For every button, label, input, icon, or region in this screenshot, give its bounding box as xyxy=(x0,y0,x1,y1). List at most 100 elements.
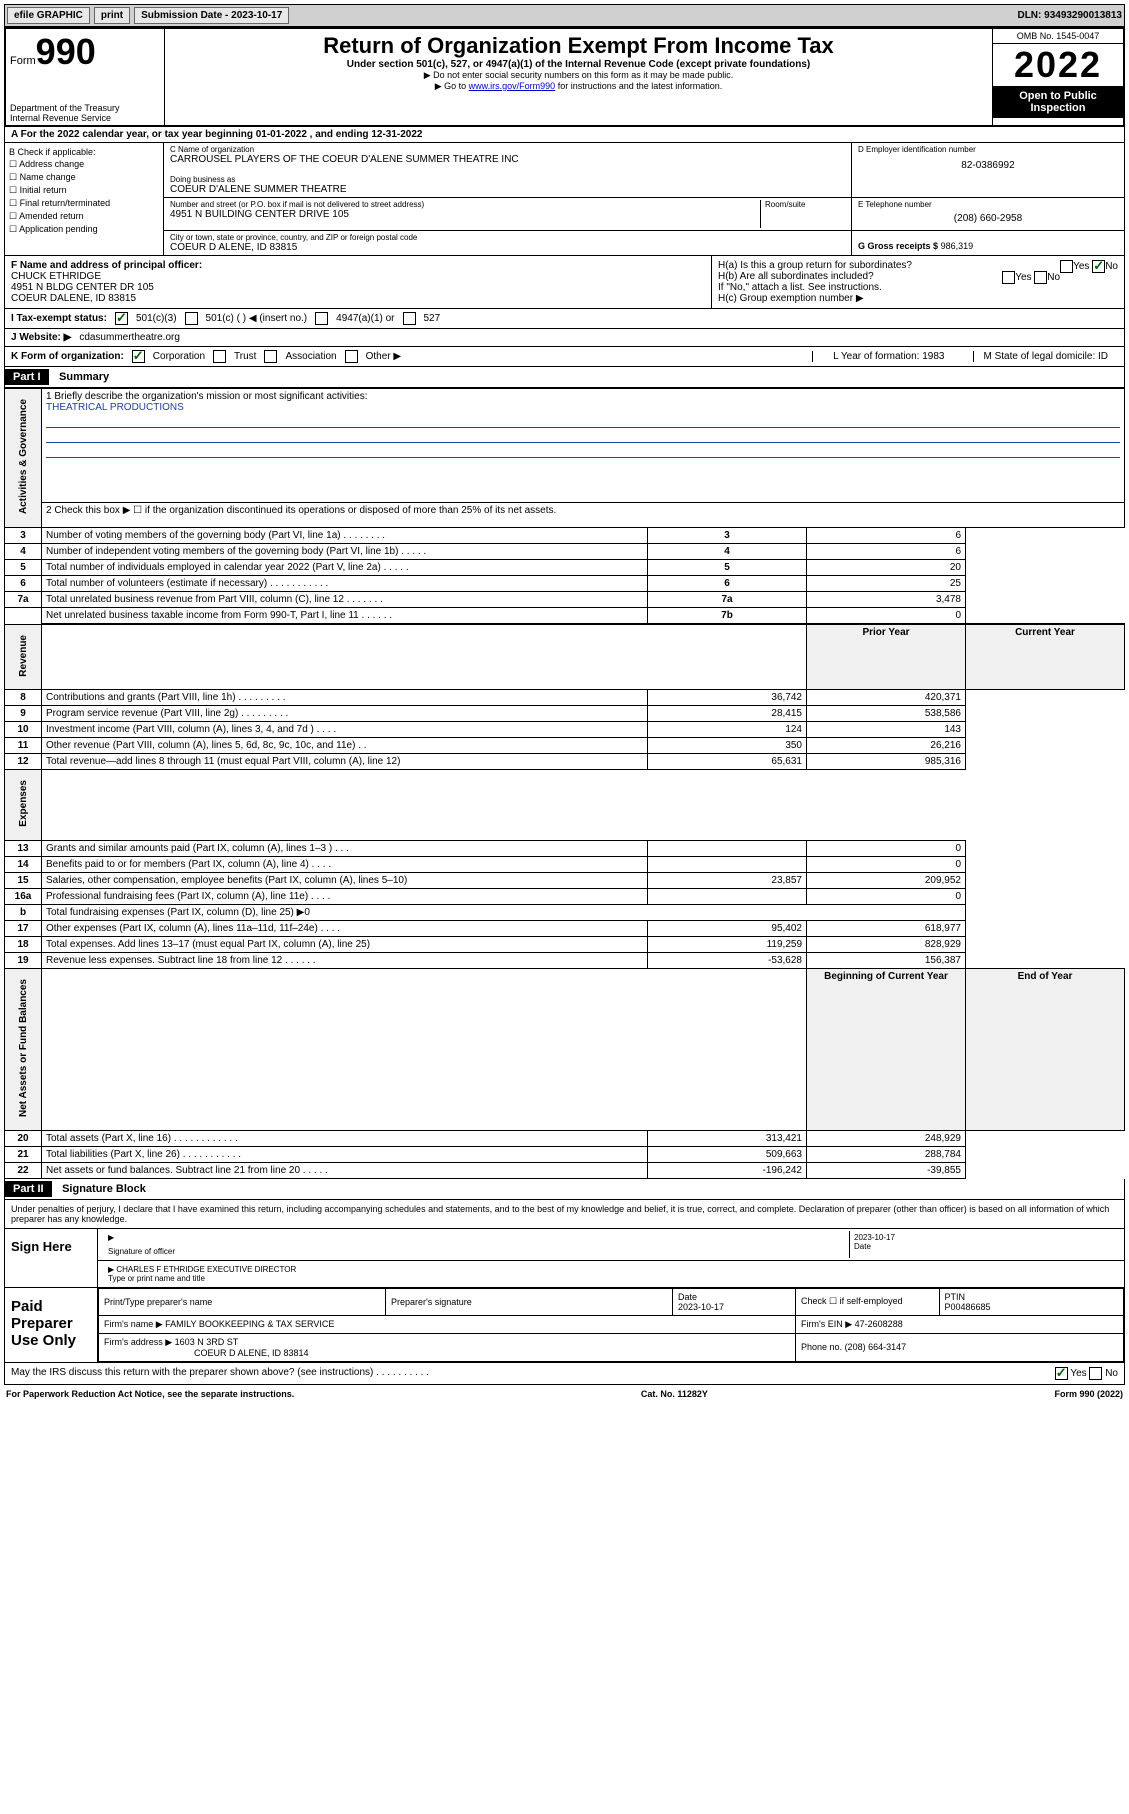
public-inspection-badge: Open to Public Inspection xyxy=(993,86,1123,118)
website-value: cdasummertheatre.org xyxy=(79,332,180,343)
discuss-no-checkbox[interactable] xyxy=(1089,1367,1102,1380)
line-2: 2 Check this box ▶ ☐ if the organization… xyxy=(42,503,1125,528)
chk-527[interactable] xyxy=(403,312,416,325)
chk-name-change[interactable]: ☐ Name change xyxy=(9,172,159,183)
efile-badge: efile GRAPHIC xyxy=(7,7,90,24)
vtab-governance: Activities & Governance xyxy=(5,389,42,528)
part2-badge: Part II xyxy=(5,1181,52,1197)
print-button[interactable]: print xyxy=(94,7,130,24)
faddr2: COEUR D ALENE, ID 83814 xyxy=(104,1348,309,1358)
officer-addr2: COEUR DALENE, ID 83815 xyxy=(11,293,705,304)
irs-label: Internal Revenue Service xyxy=(10,113,160,123)
table-row: 19Revenue less expenses. Subtract line 1… xyxy=(5,952,1125,968)
footer-left: For Paperwork Reduction Act Notice, see … xyxy=(6,1389,294,1399)
ein-lbl: Firm's EIN ▶ xyxy=(801,1319,852,1329)
top-toolbar: efile GRAPHIC print Submission Date - 20… xyxy=(4,4,1125,27)
org-info-block: B Check if applicable: ☐ Address change … xyxy=(4,143,1125,256)
paid-preparer-table: Print/Type preparer's name Preparer's si… xyxy=(98,1288,1124,1362)
vtab-expenses: Expenses xyxy=(5,770,42,841)
chk-final-return[interactable]: ☐ Final return/terminated xyxy=(9,198,159,209)
note2-post: for instructions and the latest informat… xyxy=(555,81,722,91)
signature-block: Under penalties of perjury, I declare th… xyxy=(4,1200,1125,1385)
begin-year-hdr: Beginning of Current Year xyxy=(807,968,966,1130)
form-label: Form xyxy=(10,55,36,67)
sig-officer-name: CHARLES F ETHRIDGE EXECUTIVE DIRECTOR xyxy=(116,1265,296,1274)
gross-receipts-label: G Gross receipts $ xyxy=(858,241,938,251)
sig-date: 2023-10-17 xyxy=(854,1233,1114,1242)
row-j-label: J Website: ▶ xyxy=(11,332,71,343)
state-domicile: M State of legal domicile: ID xyxy=(973,351,1119,362)
table-row: 13Grants and similar amounts paid (Part … xyxy=(5,840,1125,856)
chk-application-pending[interactable]: ☐ Application pending xyxy=(9,224,159,235)
chk-association[interactable] xyxy=(264,350,277,363)
table-row: 21Total liabilities (Part X, line 26) . … xyxy=(5,1146,1125,1162)
city-value: COEUR D ALENE, ID 83815 xyxy=(170,242,845,253)
instructions-link[interactable]: www.irs.gov/Form990 xyxy=(469,81,556,91)
org-name-label: C Name of organization xyxy=(170,145,845,154)
discuss-question: May the IRS discuss this return with the… xyxy=(11,1367,429,1380)
ein-label: D Employer identification number xyxy=(858,145,1118,154)
firm-val: FAMILY BOOKKEEPING & TAX SERVICE xyxy=(165,1319,334,1329)
chk-corporation[interactable] xyxy=(132,350,145,363)
firm-ein-val: 47-2608288 xyxy=(855,1319,903,1329)
mission-line xyxy=(46,445,1120,458)
form-title: Return of Organization Exempt From Incom… xyxy=(169,33,988,59)
ha-yes-checkbox[interactable] xyxy=(1060,260,1073,273)
row-k-label: K Form of organization: xyxy=(11,351,124,362)
ps-lbl: Preparer's signature xyxy=(391,1297,472,1307)
prior-year-hdr: Prior Year xyxy=(807,624,966,690)
table-row: 16aProfessional fundraising fees (Part I… xyxy=(5,888,1125,904)
self-employed-chk[interactable]: Check ☐ if self-employed xyxy=(796,1288,940,1315)
table-row: 18Total expenses. Add lines 13–17 (must … xyxy=(5,936,1125,952)
table-row: 20Total assets (Part X, line 16) . . . .… xyxy=(5,1130,1125,1146)
officer-addr1: 4951 N BLDG CENTER DR 105 xyxy=(11,282,705,293)
fphone-val: (208) 664-3147 xyxy=(845,1342,907,1352)
city-label: City or town, state or province, country… xyxy=(170,233,845,242)
chk-address-change[interactable]: ☐ Address change xyxy=(9,159,159,170)
hb-no-checkbox[interactable] xyxy=(1034,271,1047,284)
phone-label: E Telephone number xyxy=(858,200,1118,209)
h-b-row: H(b) Are all subordinates included? Yes … xyxy=(718,271,1118,282)
hb-yes-checkbox[interactable] xyxy=(1002,271,1015,284)
table-row: bTotal fundraising expenses (Part IX, co… xyxy=(5,904,1125,920)
form-note-1: ▶ Do not enter social security numbers o… xyxy=(169,70,988,81)
ptin-lbl: PTIN xyxy=(945,1292,966,1302)
form-note-2: ▶ Go to www.irs.gov/Form990 for instruct… xyxy=(169,81,988,92)
ptin-val: P00486685 xyxy=(945,1302,991,1312)
vtab-netassets: Net Assets or Fund Balances xyxy=(5,968,42,1130)
chk-amended-return[interactable]: ☐ Amended return xyxy=(9,211,159,222)
table-row: 6Total number of volunteers (estimate if… xyxy=(5,576,1125,592)
page-footer: For Paperwork Reduction Act Notice, see … xyxy=(4,1385,1125,1403)
table-row: 7aTotal unrelated business revenue from … xyxy=(5,592,1125,608)
row-k-form-org: K Form of organization: Corporation Trus… xyxy=(4,347,1125,367)
dln-label: DLN: 93493290013813 xyxy=(1017,10,1122,21)
chk-501c3[interactable] xyxy=(115,312,128,325)
table-row: 3Number of voting members of the governi… xyxy=(5,528,1125,544)
chk-other[interactable] xyxy=(345,350,358,363)
pdate-lbl: Date xyxy=(678,1292,697,1302)
chk-501c[interactable] xyxy=(185,312,198,325)
form-num: 990 xyxy=(36,31,96,72)
chk-trust[interactable] xyxy=(213,350,226,363)
col-b-title: B Check if applicable: xyxy=(9,147,159,157)
table-row: 17Other expenses (Part IX, column (A), l… xyxy=(5,920,1125,936)
chk-initial-return[interactable]: ☐ Initial return xyxy=(9,185,159,196)
row-i-exempt-status: I Tax-exempt status: 501(c)(3) 501(c) ( … xyxy=(4,309,1125,329)
discuss-yes-checkbox[interactable] xyxy=(1055,1367,1068,1380)
gross-receipts-value: 986,319 xyxy=(941,241,974,251)
dba-label: Doing business as xyxy=(170,175,845,184)
phone-value: (208) 660-2958 xyxy=(858,209,1118,228)
table-row: 5Total number of individuals employed in… xyxy=(5,560,1125,576)
chk-4947[interactable] xyxy=(315,312,328,325)
part1-header-row: Part I Summary xyxy=(4,367,1125,388)
org-name: CARROUSEL PLAYERS OF THE COEUR D'ALENE S… xyxy=(170,154,845,165)
sign-here-label: Sign Here xyxy=(5,1229,98,1287)
ha-no-checkbox[interactable] xyxy=(1092,260,1105,273)
faddr1: 1603 N 3RD ST xyxy=(175,1337,239,1347)
form-header: Form990 Department of the Treasury Inter… xyxy=(4,27,1125,127)
part2-header-row: Part II Signature Block xyxy=(4,1179,1125,1200)
ein-value: 82-0386992 xyxy=(858,154,1118,177)
table-row: 15Salaries, other compensation, employee… xyxy=(5,872,1125,888)
end-year-hdr: End of Year xyxy=(966,968,1125,1130)
form-subtitle: Under section 501(c), 527, or 4947(a)(1)… xyxy=(169,59,988,70)
